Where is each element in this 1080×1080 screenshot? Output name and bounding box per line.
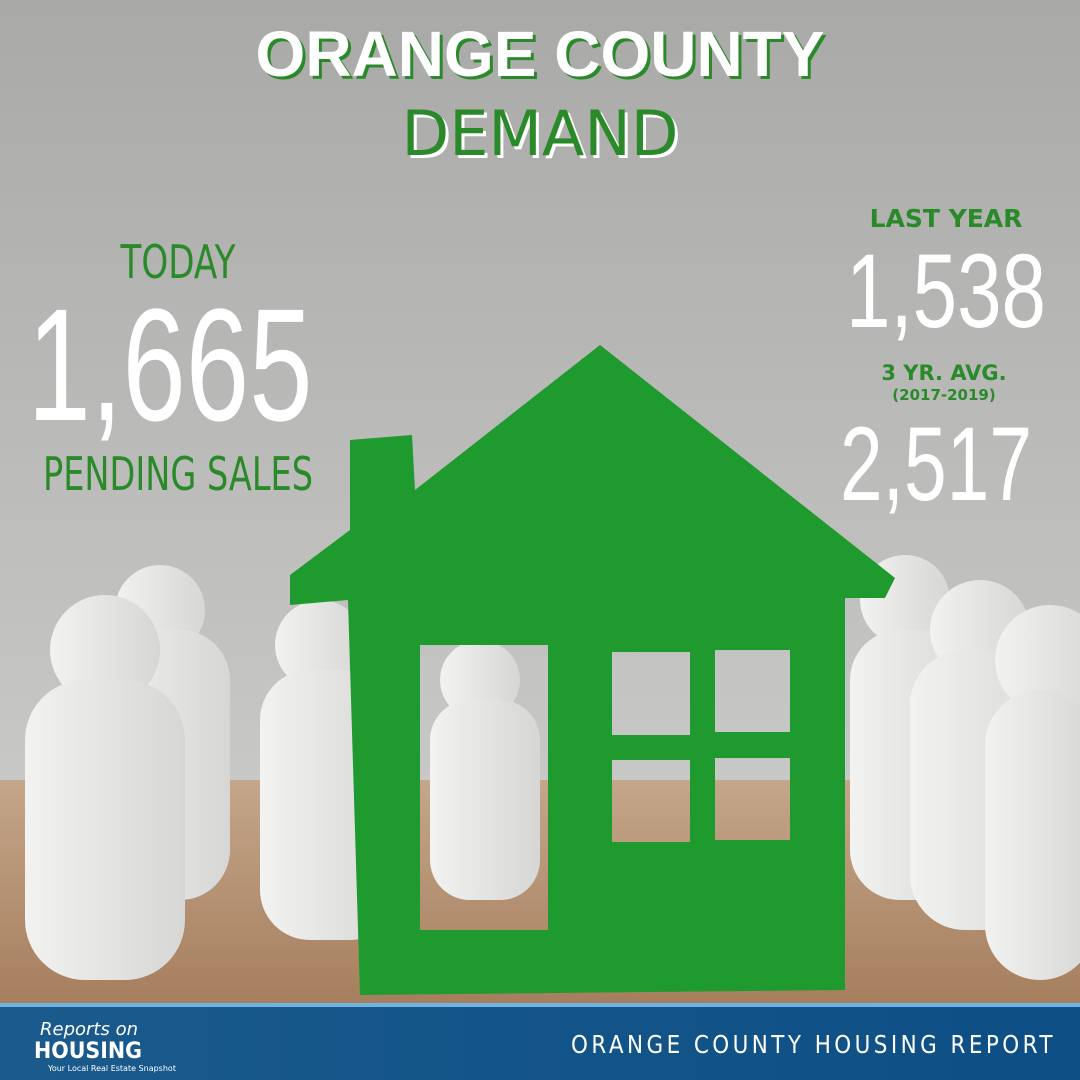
people-figures xyxy=(25,555,1080,980)
last-year-value: 1,538 xyxy=(846,233,1046,350)
today-label: TODAY xyxy=(120,235,236,289)
avg-period: (2017-2019) xyxy=(892,386,995,404)
footer-band xyxy=(0,1003,1080,1080)
title: ORANGE COUNTY xyxy=(256,18,825,90)
footer-rule xyxy=(0,1003,1080,1007)
logo-line1: Reports on xyxy=(40,1019,138,1040)
green-house xyxy=(290,345,895,995)
avg-label: 3 YR. AVG. xyxy=(881,361,1006,385)
today-caption: PENDING SALES xyxy=(43,447,313,501)
footer-report-name: ORANGE COUNTY HOUSING REPORT xyxy=(571,1030,1056,1059)
logo-tagline: Your Local Real Estate Snapshot xyxy=(47,1064,176,1073)
last-year-label: LAST YEAR xyxy=(870,204,1023,233)
avg-value: 2,517 xyxy=(840,406,1032,523)
subtitle-shadow: DEMAND xyxy=(405,100,682,173)
today-value: 1,665 xyxy=(28,275,313,454)
logo-line2: HOUSING xyxy=(34,1039,142,1064)
subtitle: DEMAND xyxy=(402,97,679,170)
title-shadow: ORANGE COUNTY xyxy=(259,21,828,93)
